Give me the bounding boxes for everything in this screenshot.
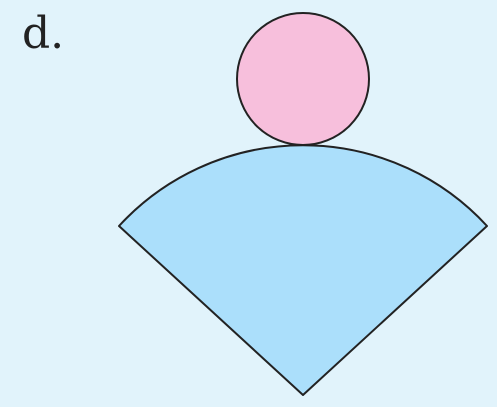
item-label: d. — [22, 8, 65, 59]
circle-shape — [236, 12, 370, 146]
sector-shape — [118, 144, 488, 396]
